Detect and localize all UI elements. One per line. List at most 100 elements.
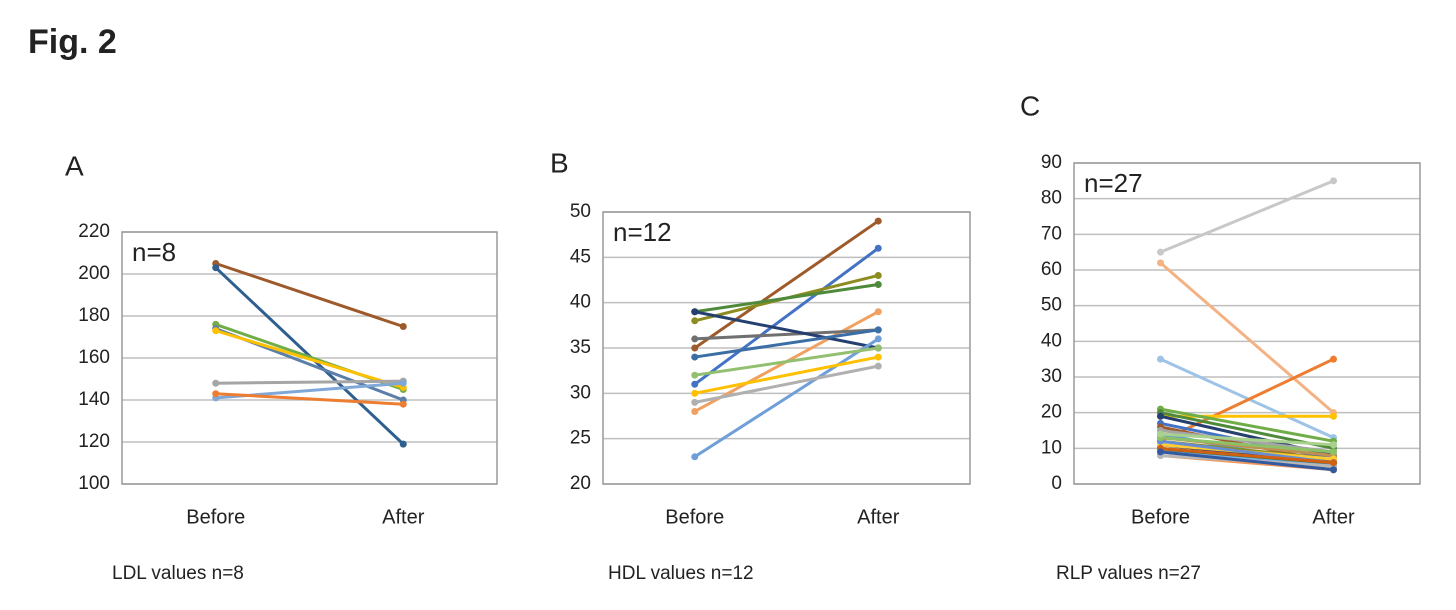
data-point bbox=[1330, 355, 1337, 363]
data-point bbox=[874, 362, 882, 370]
data-point bbox=[399, 323, 407, 330]
data-point bbox=[874, 281, 882, 289]
data-point bbox=[1157, 248, 1164, 256]
y-tick-label: 160 bbox=[78, 347, 110, 368]
data-point bbox=[1157, 448, 1164, 456]
y-tick-label: 220 bbox=[78, 221, 110, 242]
series-line bbox=[1159, 261, 1335, 414]
y-tick-label: 70 bbox=[1041, 223, 1062, 244]
data-point bbox=[1330, 412, 1337, 420]
y-tick-label: 120 bbox=[78, 431, 110, 452]
data-point bbox=[212, 327, 220, 335]
data-point bbox=[874, 244, 882, 252]
y-tick-label: 60 bbox=[1041, 259, 1062, 280]
caption: RLP values n=27 bbox=[1056, 563, 1201, 584]
data-point bbox=[1157, 430, 1164, 438]
y-tick-label: 45 bbox=[570, 246, 591, 267]
series-line bbox=[693, 337, 880, 459]
x-tick-label: After bbox=[857, 506, 900, 528]
panel-label: A bbox=[65, 150, 84, 181]
series-line bbox=[693, 247, 880, 386]
data-point bbox=[691, 353, 699, 361]
y-tick-label: 180 bbox=[78, 305, 110, 326]
series-line bbox=[1160, 407, 1334, 443]
series-line bbox=[1159, 357, 1335, 439]
series-line bbox=[694, 283, 879, 314]
data-point bbox=[691, 335, 699, 343]
y-tick-label: 20 bbox=[570, 473, 591, 494]
y-tick-label: 90 bbox=[1041, 152, 1062, 173]
annotation: n=27 bbox=[1084, 168, 1143, 198]
x-tick-label: After bbox=[1312, 506, 1355, 528]
data-point bbox=[212, 264, 220, 272]
data-point bbox=[212, 390, 220, 398]
data-point bbox=[1330, 177, 1337, 185]
data-point bbox=[691, 344, 699, 352]
data-point bbox=[691, 398, 699, 406]
series-line bbox=[694, 310, 879, 350]
data-point bbox=[874, 217, 882, 225]
data-point bbox=[691, 453, 699, 461]
y-tick-label: 30 bbox=[1041, 366, 1062, 387]
y-tick-label: 50 bbox=[570, 201, 591, 222]
data-point bbox=[212, 379, 220, 387]
panel-label: B bbox=[550, 147, 569, 178]
figure-title: Fig. 2 bbox=[28, 23, 117, 61]
y-tick-label: 100 bbox=[78, 473, 110, 494]
series-line bbox=[694, 328, 879, 359]
y-tick-label: 40 bbox=[570, 292, 591, 313]
series-line bbox=[215, 392, 404, 406]
data-point bbox=[874, 326, 882, 334]
data-point bbox=[874, 271, 882, 279]
data-point bbox=[1330, 441, 1337, 449]
x-tick-label: Before bbox=[1131, 506, 1190, 528]
annotation: n=12 bbox=[613, 217, 672, 247]
y-tick-label: 80 bbox=[1041, 188, 1062, 209]
x-tick-label: Before bbox=[665, 506, 724, 528]
y-tick-label: 50 bbox=[1041, 295, 1062, 316]
series-line bbox=[693, 219, 880, 350]
data-point bbox=[874, 308, 882, 316]
x-tick-label: After bbox=[382, 506, 425, 528]
series-line bbox=[694, 364, 879, 404]
annotation: n=8 bbox=[132, 237, 176, 267]
series-line bbox=[1159, 357, 1335, 443]
y-tick-label: 30 bbox=[570, 382, 591, 403]
series-line bbox=[215, 379, 404, 385]
data-point bbox=[399, 440, 407, 448]
data-point bbox=[1330, 448, 1337, 456]
series-line bbox=[694, 346, 879, 377]
plot-border bbox=[121, 231, 498, 485]
panel-label: C bbox=[1020, 90, 1040, 121]
y-tick-label: 10 bbox=[1041, 437, 1062, 458]
data-point bbox=[399, 400, 407, 408]
series-line bbox=[215, 262, 404, 328]
data-point bbox=[874, 344, 882, 352]
y-tick-label: 25 bbox=[570, 428, 591, 449]
x-tick-label: Before bbox=[186, 506, 245, 528]
series-line bbox=[1160, 432, 1334, 447]
plot-border bbox=[602, 211, 971, 485]
y-tick-label: 0 bbox=[1051, 473, 1062, 494]
series-line bbox=[1160, 446, 1334, 465]
data-point bbox=[874, 335, 882, 343]
series-line bbox=[694, 328, 879, 341]
data-point bbox=[691, 308, 699, 316]
data-point bbox=[691, 380, 699, 388]
data-point bbox=[691, 407, 699, 415]
data-point bbox=[691, 317, 699, 325]
y-tick-label: 20 bbox=[1041, 402, 1062, 423]
series-line bbox=[1160, 450, 1334, 472]
plot-border bbox=[1073, 162, 1421, 485]
data-point bbox=[1157, 355, 1164, 363]
series-line bbox=[694, 355, 879, 395]
data-point bbox=[1330, 459, 1337, 467]
data-point bbox=[874, 353, 882, 361]
data-point bbox=[399, 379, 407, 387]
y-tick-label: 40 bbox=[1041, 330, 1062, 351]
series-line bbox=[1159, 179, 1335, 254]
y-tick-label: 200 bbox=[78, 263, 110, 284]
data-point bbox=[1330, 466, 1337, 474]
y-tick-label: 140 bbox=[78, 389, 110, 410]
